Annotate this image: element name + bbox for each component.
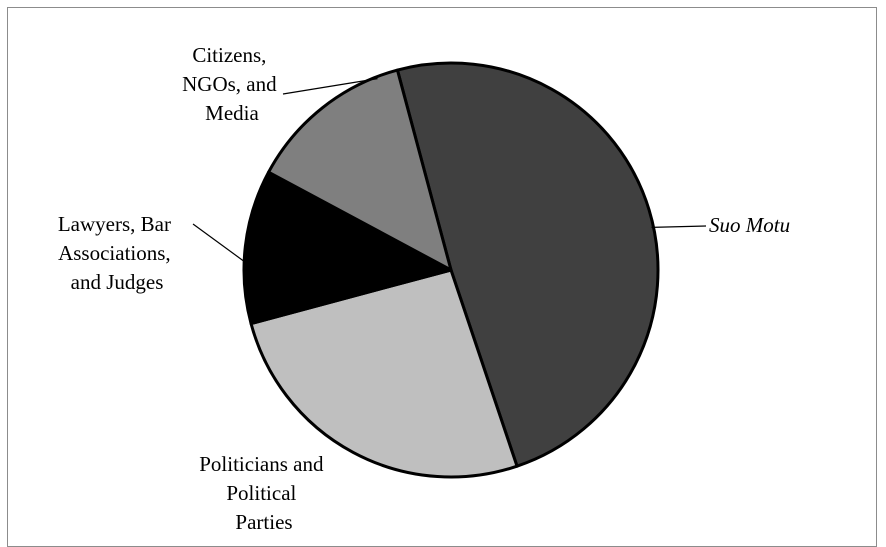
label-group-politicians: Politicians and Political Parties — [199, 452, 329, 534]
slice-label-politicians: Politicians and Political Parties — [199, 452, 329, 534]
leader-line-lawyers — [192, 223, 247, 264]
label-group-lawyers: Lawyers, Bar Associations, and Judges — [58, 212, 247, 294]
label-group-citizens: Citizens, NGOs, and Media — [182, 43, 378, 125]
slice-label-lawyers: Lawyers, Bar Associations, and Judges — [58, 212, 176, 294]
slice-politicians — [249, 268, 519, 479]
leader-line-suo-motu — [651, 225, 707, 228]
slice-citizens — [267, 68, 453, 272]
slice-suo-motu — [395, 61, 660, 468]
slice-label-citizens: Citizens, NGOs, and Media — [182, 43, 282, 125]
label-group-suo-motu: Suo Motu — [651, 213, 790, 237]
slice-label-suo-motu: Suo Motu — [709, 213, 790, 237]
pie-slices — [242, 61, 660, 479]
slice-lawyers — [242, 170, 453, 326]
leader-line-citizens — [282, 78, 378, 95]
